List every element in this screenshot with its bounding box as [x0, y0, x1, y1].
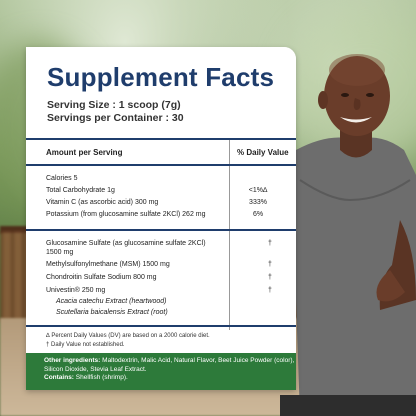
- nutrient-row: Total Carbohydrate 1g: [46, 187, 115, 194]
- nutrient-dv: <1%∆: [248, 187, 268, 194]
- active-dv: †: [268, 261, 272, 268]
- serving-size: Serving Size : 1 scoop (7g): [47, 99, 181, 111]
- active-dv: †: [268, 240, 272, 247]
- nutrient-dv: 6%: [252, 211, 264, 218]
- active-dv: †: [268, 274, 272, 281]
- header-bottom-rule: [26, 164, 296, 166]
- active-row: 1500 mg: [46, 249, 74, 256]
- actives-bottom-rule: [26, 325, 296, 327]
- active-subrow: Scutellaria baicalensis Extract (root): [56, 309, 168, 316]
- nutrient-dv: 333%: [249, 199, 267, 206]
- ingredients-text: Maltodextrin, Malic Acid, Natural Flavor…: [44, 357, 295, 373]
- active-subrow: Acacia catechu Extract (heartwood): [56, 298, 167, 305]
- servings-per-container: Servings per Container : 30: [47, 112, 184, 124]
- contains-label: Contains:: [44, 374, 74, 381]
- header-top-rule: [26, 138, 296, 140]
- not-established-footnote: † Daily Value not established.: [46, 342, 125, 348]
- active-row: Glucosamine Sulfate (as glucosamine sulf…: [46, 240, 206, 247]
- nutrient-row: Calories 5: [46, 175, 78, 182]
- active-dv: †: [268, 287, 272, 294]
- active-row: Chondroitin Sulfate Sodium 800 mg: [46, 274, 157, 281]
- active-row: Methylsulfonylmethane (MSM) 1500 mg: [46, 261, 170, 268]
- supplement-facts-panel: [26, 47, 296, 390]
- active-row: Univestin® 250 mg: [46, 287, 106, 294]
- other-ingredients-band: [26, 353, 296, 390]
- panel-header: [26, 47, 296, 140]
- nutrient-row: Potassium (from glucosamine sulfate 2KCl…: [46, 211, 206, 218]
- panel-title: Supplement Facts: [47, 62, 275, 92]
- contains-text: Shellfish (shrimp).: [73, 374, 128, 381]
- other-ingredients-text: Other ingredients: Maltodextrin, Malic A…: [44, 357, 296, 383]
- ingredients-label: Other ingredients:: [44, 357, 101, 364]
- nutrients-bottom-rule: [26, 229, 296, 231]
- dv-footnote: ∆ Percent Daily Values (DV) are based on…: [46, 333, 210, 339]
- header-amount: Amount per Serving: [46, 148, 123, 157]
- column-divider: [229, 140, 230, 330]
- nutrient-row: Vitamin C (as ascorbic acid) 300 mg: [46, 199, 159, 206]
- header-dv: % Daily Value: [237, 148, 289, 157]
